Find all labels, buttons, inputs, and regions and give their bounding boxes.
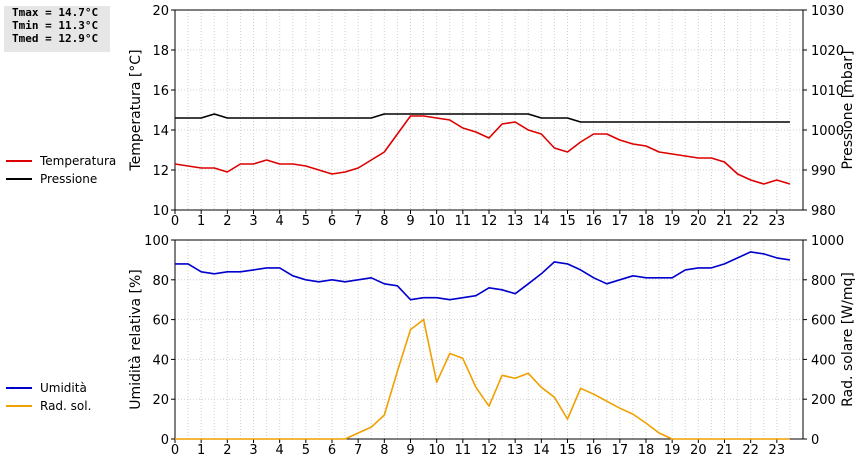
y-right-tick-label: 990: [811, 164, 836, 179]
y-axis-left-title: Temperatura [°C]: [128, 49, 144, 171]
x-tick-label: 19: [664, 214, 681, 229]
legend-item-umidita: Umidità: [6, 379, 91, 397]
y-right-tick-label: 1010: [811, 84, 844, 99]
x-tick-label: 6: [328, 443, 336, 458]
y-axis-right-title: Rad. solare [W/mq]: [840, 272, 856, 407]
x-tick-label: 4: [276, 214, 284, 229]
y-left-tick-label: 20: [152, 4, 169, 19]
y-left-tick-label: 20: [152, 393, 169, 408]
legend-swatch: [6, 178, 32, 180]
y-axis-right-title: Pressione [mbar]: [840, 50, 856, 169]
x-tick-label: 17: [612, 443, 629, 458]
x-tick-label: 3: [249, 214, 257, 229]
y-right-tick-label: 400: [811, 353, 836, 368]
y-right-tick-label: 1030: [811, 4, 844, 19]
x-tick-label: 19: [664, 443, 681, 458]
legend-item-radsol: Rad. sol.: [6, 397, 91, 415]
x-tick-label: 13: [507, 214, 524, 229]
x-tick-label: 18: [638, 214, 655, 229]
y-right-tick-label: 1000: [811, 234, 844, 249]
x-tick-label: 10: [428, 214, 445, 229]
legend-swatch: [6, 160, 32, 162]
legend-top: Temperatura Pressione: [6, 152, 116, 188]
x-tick-label: 8: [380, 443, 388, 458]
y-left-tick-label: 10: [152, 204, 169, 219]
x-tick-label: 15: [559, 214, 576, 229]
y-left-tick-label: 16: [152, 84, 169, 99]
y-right-tick-label: 200: [811, 393, 836, 408]
x-tick-label: 0: [171, 214, 179, 229]
tmax-text: Tmax = 14.7°C: [12, 6, 99, 19]
y-right-tick-label: 1020: [811, 44, 844, 59]
series-line-rad-sol: [175, 318, 790, 440]
series-line-pressione: [175, 113, 790, 123]
x-tick-label: 7: [354, 214, 362, 229]
y-right-tick-label: 0: [811, 433, 819, 448]
x-tick-label: 4: [276, 443, 284, 458]
x-tick-label: 17: [612, 214, 629, 229]
y-left-tick-label: 12: [152, 164, 169, 179]
x-tick-label: 16: [585, 443, 602, 458]
y-left-tick-label: 0: [161, 433, 169, 448]
legend-label: Umidità: [40, 381, 87, 395]
x-tick-label: 2: [223, 443, 231, 458]
x-tick-label: 0: [171, 443, 179, 458]
x-tick-label: 23: [769, 443, 786, 458]
y-right-tick-label: 1000: [811, 124, 844, 139]
x-tick-label: 22: [742, 214, 759, 229]
y-right-tick-label: 980: [811, 204, 836, 219]
y-right-tick-label: 600: [811, 314, 836, 329]
x-tick-label: 11: [455, 443, 472, 458]
x-tick-label: 3: [249, 443, 257, 458]
series-line-temperatura: [174, 115, 791, 185]
x-tick-label: 1: [197, 443, 205, 458]
x-tick-label: 18: [638, 443, 655, 458]
x-tick-label: 9: [406, 443, 414, 458]
x-tick-label: 11: [455, 214, 472, 229]
legend-swatch: [6, 405, 32, 407]
x-tick-label: 10: [428, 443, 445, 458]
legend-label: Pressione: [40, 172, 98, 186]
x-tick-label: 15: [559, 443, 576, 458]
x-tick-label: 22: [742, 443, 759, 458]
x-tick-label: 14: [533, 214, 550, 229]
y-right-tick-label: 800: [811, 274, 836, 289]
x-tick-label: 6: [328, 214, 336, 229]
x-tick-label: 23: [769, 214, 786, 229]
x-tick-label: 12: [481, 214, 498, 229]
y-left-tick-label: 14: [152, 124, 169, 139]
legend-swatch: [6, 387, 32, 389]
x-tick-label: 21: [716, 443, 733, 458]
x-tick-label: 9: [406, 214, 414, 229]
y-left-tick-label: 40: [152, 353, 169, 368]
x-tick-label: 1: [197, 214, 205, 229]
x-tick-label: 20: [690, 443, 707, 458]
x-tick-label: 21: [716, 214, 733, 229]
x-tick-label: 16: [585, 214, 602, 229]
series-line-umidit: [175, 251, 791, 301]
legend-bottom: Umidità Rad. sol.: [6, 379, 91, 415]
x-tick-label: 5: [302, 443, 310, 458]
tmed-text: Tmed = 12.9°C: [12, 32, 99, 45]
x-tick-label: 20: [690, 214, 707, 229]
x-tick-label: 8: [380, 214, 388, 229]
legend-label: Rad. sol.: [40, 399, 92, 413]
x-tick-label: 5: [302, 214, 310, 229]
y-axis-left-title: Umidità relativa [%]: [128, 269, 144, 410]
x-tick-label: 12: [481, 443, 498, 458]
y-left-tick-label: 100: [144, 234, 169, 249]
x-tick-label: 13: [507, 443, 524, 458]
y-left-tick-label: 80: [152, 274, 169, 289]
stats-box: Tmax = 14.7°C Tmin = 11.3°C Tmed = 12.9°…: [4, 6, 110, 52]
x-tick-label: 14: [533, 443, 550, 458]
legend-label: Temperatura: [40, 154, 117, 168]
x-tick-label: 7: [354, 443, 362, 458]
x-tick-label: 2: [223, 214, 231, 229]
legend-item-pressione: Pressione: [6, 170, 116, 188]
legend-item-temperatura: Temperatura: [6, 152, 116, 170]
tmin-text: Tmin = 11.3°C: [12, 19, 99, 32]
y-left-tick-label: 18: [152, 44, 169, 59]
y-left-tick-label: 60: [152, 314, 169, 329]
